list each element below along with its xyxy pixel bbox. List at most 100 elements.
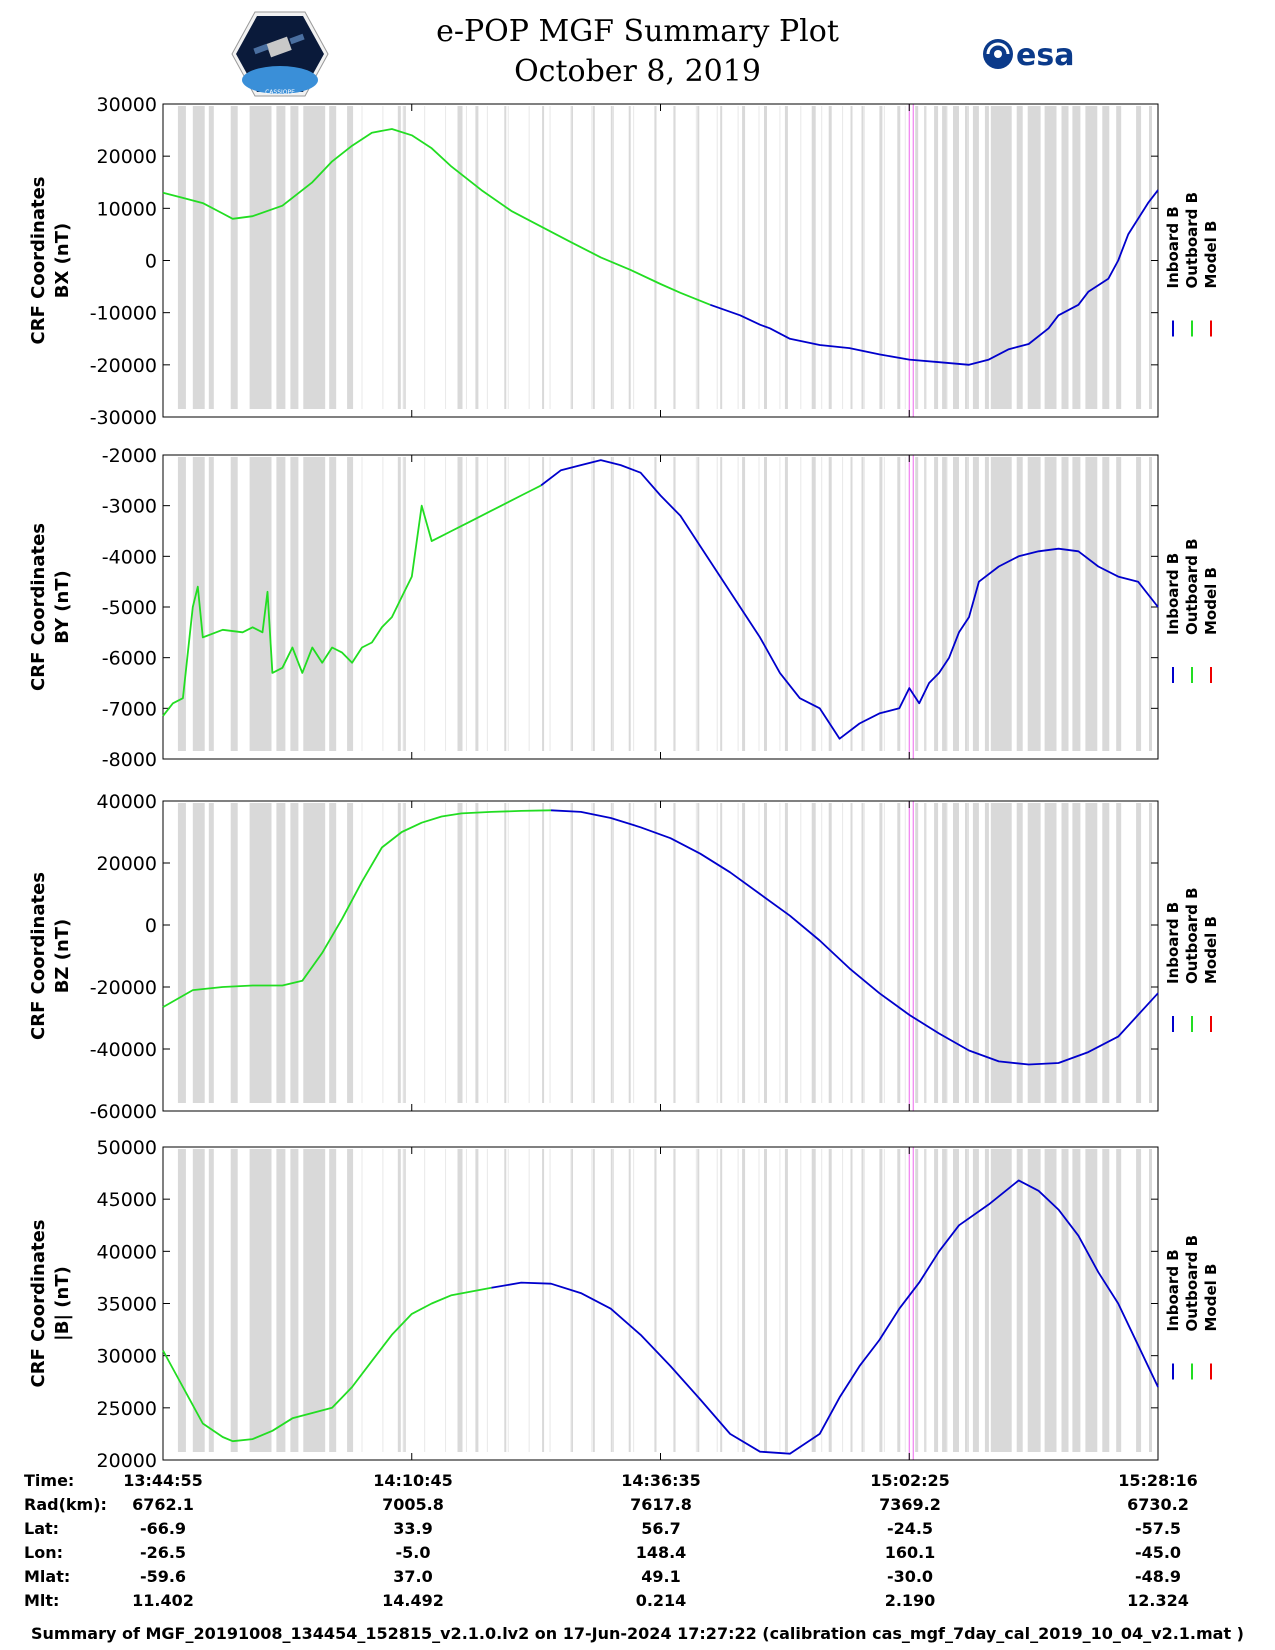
gap-band	[742, 1149, 746, 1452]
gap-band	[1016, 457, 1023, 751]
gap-band	[628, 803, 631, 1103]
gap-band	[879, 457, 883, 751]
gap-band	[230, 106, 238, 409]
legend-label: Outboard B	[1183, 192, 1201, 289]
gap-band	[1136, 1149, 1142, 1452]
gap-band	[953, 1149, 959, 1452]
gap-band	[934, 803, 939, 1103]
gap-band	[457, 106, 463, 409]
gap-band	[879, 803, 883, 1103]
gap-band	[475, 803, 479, 1103]
series-line-inboard-b	[491, 1179, 1159, 1455]
gap-band	[192, 803, 205, 1103]
gap-band	[303, 1149, 326, 1452]
gap-band	[915, 803, 919, 1103]
ephemeris-value: 49.1	[641, 1567, 680, 1586]
y-tick-label: 50000	[97, 1137, 157, 1159]
series-line-outboard-b	[162, 484, 542, 717]
y-tick-label: 40000	[97, 791, 157, 813]
cassiope-logo: CASSIOPE	[231, 11, 329, 97]
y-axis-label: CRF Coordinates	[28, 1220, 49, 1388]
gap-band	[1116, 457, 1122, 751]
gap-band	[764, 457, 767, 751]
gap-band	[879, 1149, 883, 1452]
gap-band	[347, 803, 354, 1103]
gap-band	[1085, 457, 1098, 751]
y-tick-label: 20000	[97, 1450, 157, 1472]
y-tick-label: 30000	[97, 1346, 157, 1368]
gap-band	[742, 457, 746, 751]
gap-band	[742, 106, 746, 409]
y-tick-label: -2000	[102, 445, 157, 467]
gap-band	[784, 1149, 788, 1452]
gap-band	[592, 106, 595, 409]
ephemeris-value: 14:36:35	[621, 1471, 701, 1490]
gap-band	[984, 803, 989, 1103]
gap-band	[972, 803, 979, 1103]
series-line-outboard-b	[162, 1286, 492, 1443]
gap-band	[177, 106, 186, 409]
gap-band	[965, 457, 969, 751]
y-tick-label: -10000	[90, 303, 157, 325]
legend-label: Model B	[1202, 221, 1220, 289]
gap-band	[1102, 1149, 1110, 1452]
gap-band	[249, 803, 272, 1103]
y-tick-label: 10000	[97, 198, 157, 220]
legend-label: Model B	[1202, 567, 1220, 635]
y-axis-unit-label: BY (nT)	[52, 570, 73, 644]
y-axis-label: CRF Coordinates	[28, 872, 49, 1040]
ephemeris-value: -57.5	[1135, 1519, 1181, 1538]
ephemeris-row-label: Mlt:	[24, 1591, 59, 1610]
ephemeris-value: -45.0	[1135, 1543, 1181, 1562]
ephemeris-value: 15:28:16	[1118, 1471, 1198, 1490]
gap-band	[673, 457, 676, 751]
legend-label: Outboard B	[1183, 1235, 1201, 1332]
gap-band	[942, 457, 948, 751]
gap-band	[1044, 106, 1057, 409]
ephemeris-value: 15:02:25	[870, 1471, 950, 1490]
gap-band	[329, 1149, 337, 1452]
gap-band	[934, 1149, 939, 1452]
y-tick-label: -8000	[102, 749, 157, 771]
gap-band	[347, 106, 354, 409]
gap-band	[673, 803, 676, 1103]
gap-band	[720, 803, 723, 1103]
gap-band	[1136, 457, 1142, 751]
gap-band	[542, 803, 545, 1103]
gap-band	[402, 803, 406, 1103]
gap-band	[924, 803, 927, 1103]
y-tick-label: 30000	[97, 94, 157, 116]
gap-band	[1044, 1149, 1057, 1452]
gap-band	[654, 803, 657, 1103]
panel-2: -8000 -7000 -6000 -5000 -4000 -3000 -2000 CRF C…	[28, 445, 1220, 771]
gap-band	[811, 106, 816, 409]
gap-band	[1016, 1149, 1023, 1452]
ephemeris-value: -59.6	[140, 1567, 186, 1586]
gap-band	[571, 1149, 573, 1452]
gap-band	[654, 1149, 657, 1452]
ephemeris-value: 12.324	[1127, 1591, 1189, 1610]
gap-band	[764, 803, 767, 1103]
gap-band	[177, 1149, 186, 1452]
gap-band	[1116, 803, 1122, 1103]
gap-band	[784, 803, 788, 1103]
gap-band	[697, 1149, 700, 1452]
y-tick-label: 25000	[97, 1398, 157, 1420]
ephemeris-row-label: Lat:	[24, 1519, 59, 1538]
gap-band	[897, 803, 901, 1103]
gap-band	[571, 457, 573, 751]
ephemeris-value: 56.7	[641, 1519, 680, 1538]
gap-band	[972, 457, 979, 751]
y-tick-label: -3000	[102, 496, 157, 518]
footer-caption: Summary of MGF_20191008_134454_152815_v2…	[31, 1624, 1244, 1643]
y-tick-label: -4000	[102, 546, 157, 568]
gap-band	[828, 1149, 832, 1452]
gap-band	[720, 1149, 723, 1452]
series-line-outboard-b	[162, 128, 711, 306]
legend-label: Inboard B	[1164, 1249, 1182, 1331]
gap-band	[504, 106, 507, 409]
gap-band	[276, 106, 286, 409]
gap-band	[1085, 1149, 1098, 1452]
ephemeris-value: 0.214	[636, 1591, 687, 1610]
gap-band	[828, 106, 832, 409]
